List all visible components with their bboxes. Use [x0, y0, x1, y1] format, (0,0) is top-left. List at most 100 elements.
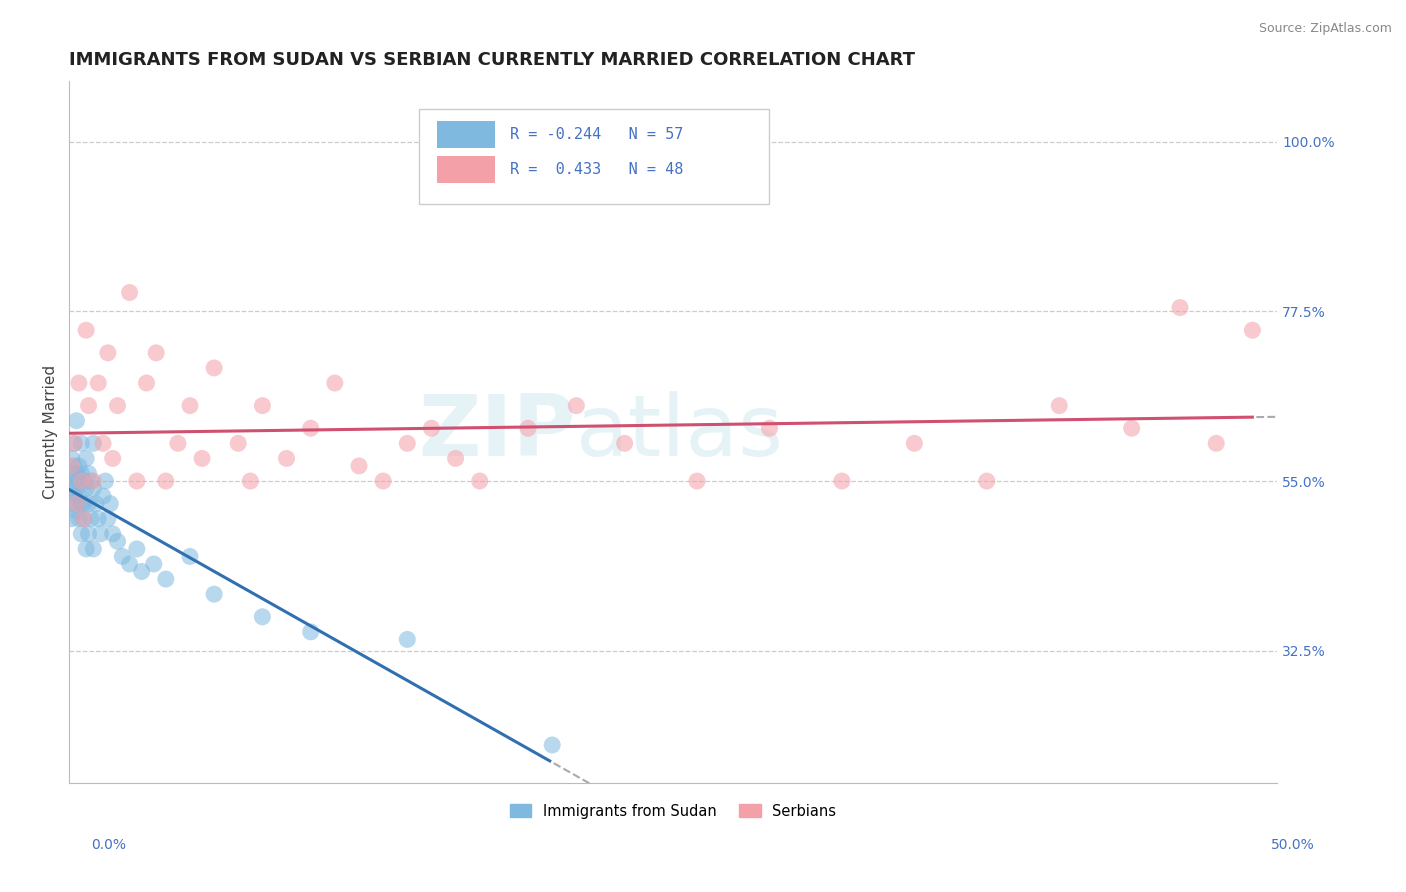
- Point: [155, 572, 177, 586]
- FancyBboxPatch shape: [419, 110, 769, 204]
- Point: [60, 512, 83, 526]
- Point: [75, 482, 97, 496]
- Point: [65, 497, 87, 511]
- Point: [65, 482, 87, 496]
- Text: ZIP: ZIP: [419, 391, 576, 474]
- Point: [686, 474, 709, 488]
- Point: [299, 421, 322, 435]
- Text: IMMIGRANTS FROM SUDAN VS SERBIAN CURRENTLY MARRIED CORRELATION CHART: IMMIGRANTS FROM SUDAN VS SERBIAN CURRENT…: [69, 51, 915, 69]
- Point: [67, 489, 90, 503]
- Point: [73, 474, 96, 488]
- Y-axis label: Currently Married: Currently Married: [44, 365, 58, 500]
- Point: [77, 399, 100, 413]
- Point: [82, 474, 104, 488]
- Point: [1241, 323, 1264, 337]
- Point: [125, 541, 148, 556]
- Point: [420, 421, 443, 435]
- Point: [70, 526, 93, 541]
- Point: [59, 482, 82, 496]
- Point: [202, 587, 225, 601]
- Point: [75, 541, 97, 556]
- Point: [323, 376, 346, 390]
- Point: [73, 497, 96, 511]
- Point: [91, 489, 114, 503]
- Point: [541, 738, 564, 752]
- Text: atlas: atlas: [576, 391, 785, 474]
- Point: [831, 474, 853, 488]
- Point: [396, 436, 419, 450]
- Point: [65, 497, 87, 511]
- Point: [65, 414, 87, 428]
- Point: [107, 534, 129, 549]
- Point: [1047, 399, 1070, 413]
- Point: [75, 323, 97, 337]
- Point: [90, 526, 112, 541]
- Point: [97, 346, 120, 360]
- Point: [239, 474, 262, 488]
- Point: [118, 557, 141, 571]
- Point: [226, 436, 249, 450]
- Text: 50.0%: 50.0%: [1271, 838, 1315, 852]
- Point: [67, 512, 90, 526]
- Point: [118, 285, 141, 300]
- Point: [299, 624, 322, 639]
- Point: [60, 467, 83, 481]
- Point: [111, 549, 134, 564]
- Point: [167, 436, 190, 450]
- Point: [73, 512, 96, 526]
- Text: 0.0%: 0.0%: [91, 838, 127, 852]
- Point: [131, 565, 153, 579]
- Point: [77, 526, 100, 541]
- Point: [70, 436, 93, 450]
- Point: [63, 436, 86, 450]
- Legend: Immigrants from Sudan, Serbians: Immigrants from Sudan, Serbians: [503, 797, 842, 824]
- Point: [252, 399, 274, 413]
- Point: [80, 512, 103, 526]
- Point: [1168, 301, 1191, 315]
- Point: [70, 467, 93, 481]
- Point: [179, 549, 201, 564]
- Point: [67, 474, 90, 488]
- Point: [73, 512, 96, 526]
- Point: [60, 458, 83, 473]
- FancyBboxPatch shape: [437, 156, 495, 183]
- Point: [444, 451, 467, 466]
- Point: [94, 474, 117, 488]
- Point: [517, 421, 540, 435]
- Text: Source: ZipAtlas.com: Source: ZipAtlas.com: [1258, 22, 1392, 36]
- Point: [107, 399, 129, 413]
- Point: [101, 526, 124, 541]
- Point: [87, 512, 110, 526]
- Point: [276, 451, 298, 466]
- Point: [101, 451, 124, 466]
- Text: R =  0.433   N = 48: R = 0.433 N = 48: [510, 162, 683, 178]
- Point: [63, 489, 86, 503]
- Point: [80, 474, 103, 488]
- Point: [77, 497, 100, 511]
- Point: [976, 474, 998, 488]
- Point: [903, 436, 925, 450]
- Point: [98, 497, 121, 511]
- Point: [396, 632, 419, 647]
- Text: R = -0.244   N = 57: R = -0.244 N = 57: [510, 128, 683, 142]
- Point: [67, 458, 90, 473]
- Point: [202, 360, 225, 375]
- Point: [65, 467, 87, 481]
- Point: [82, 436, 104, 450]
- FancyBboxPatch shape: [437, 121, 495, 148]
- Point: [67, 376, 90, 390]
- Point: [63, 436, 86, 450]
- Point: [1205, 436, 1227, 450]
- Point: [179, 399, 201, 413]
- Point: [252, 609, 274, 624]
- Point: [468, 474, 491, 488]
- Point: [142, 557, 165, 571]
- Point: [60, 451, 83, 466]
- Point: [87, 376, 110, 390]
- Point: [347, 458, 370, 473]
- Point: [91, 436, 114, 450]
- Point: [155, 474, 177, 488]
- Point: [125, 474, 148, 488]
- Point: [97, 512, 120, 526]
- Point: [75, 451, 97, 466]
